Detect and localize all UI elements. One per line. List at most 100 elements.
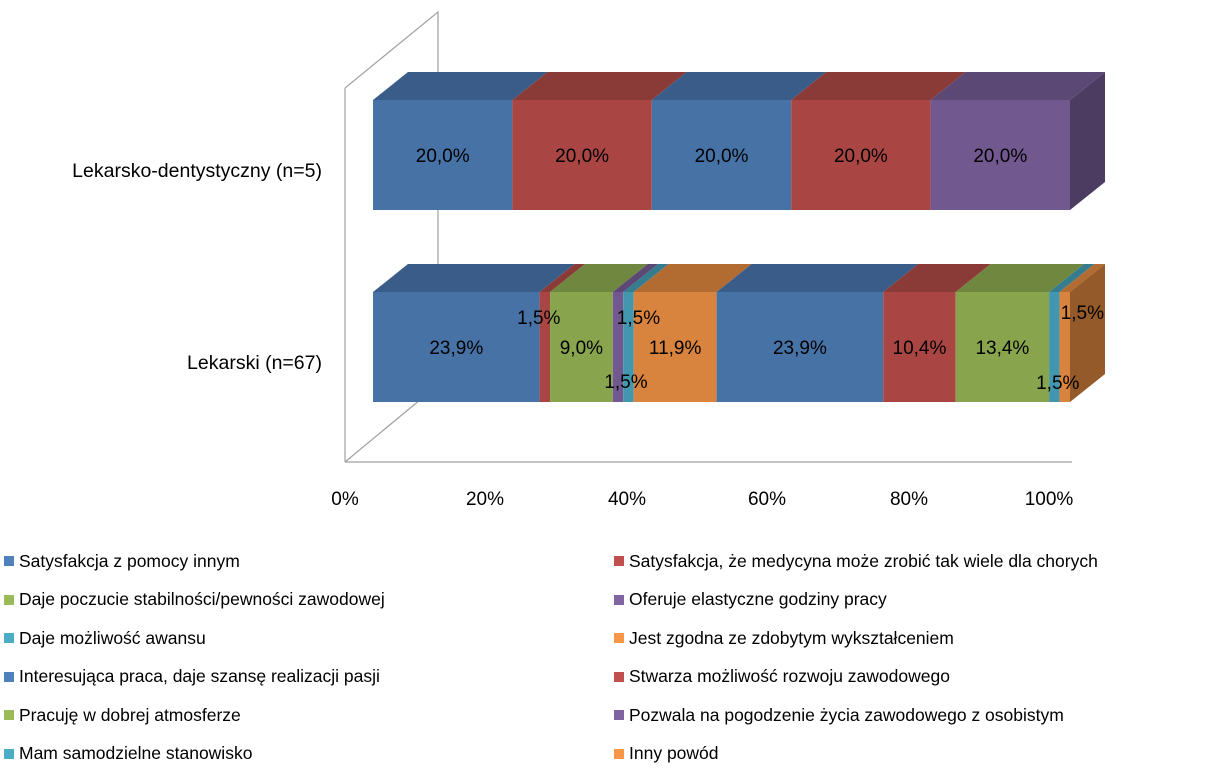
bar-top-face (373, 72, 548, 100)
legend-label: Inny powód (629, 743, 719, 763)
legend-item: Satysfakcja, że medycyna może zrobić tak… (614, 546, 1098, 576)
legend-label: Daje poczucie stabilności/pewności zawod… (19, 589, 385, 609)
x-tick-label: 80% (890, 489, 928, 510)
data-label: 1,5% (517, 308, 560, 329)
data-label: 11,9% (649, 338, 702, 359)
bar-segment (883, 292, 956, 402)
x-tick-label: 0% (331, 489, 359, 510)
legend-swatch (614, 633, 624, 643)
legend-label: Pracuję w dobrej atmosferze (19, 704, 241, 725)
bar-segment (791, 100, 931, 210)
legend-item: Daje poczucie stabilności/pewności zawod… (4, 585, 385, 615)
bar-top-face (955, 264, 1085, 292)
data-label: 20,0% (555, 146, 609, 167)
legend-label: Satysfakcja z pomocy innym (19, 550, 240, 571)
legend-label: Jest zgodna ze zdobytym wykształceniem (629, 627, 954, 648)
bar-top-face (883, 264, 991, 292)
bar-segment (930, 100, 1070, 210)
data-label: 13,4% (975, 338, 1029, 359)
legend-swatch (614, 556, 624, 566)
bar-segment (633, 292, 717, 402)
legend-label: Daje możliwość awansu (19, 627, 206, 648)
x-tick-label: 20% (466, 489, 504, 510)
bar-top-face (716, 264, 919, 292)
bar-side-face (1070, 72, 1105, 210)
axis-ticks: 0% 20% 40% 60% 80% 100% Lekarsko-dentystyczny … (72, 160, 1073, 510)
bar-segment (1059, 292, 1070, 402)
legend-swatch (4, 671, 14, 682)
x-tick-label: 60% (748, 489, 786, 510)
legend-item: Jest zgodna ze zdobytym wykształceniem (614, 623, 954, 653)
legend-item: Pracuję w dobrej atmosferze (4, 700, 241, 730)
legend-item: Oferuje elastyczne godziny pracy (614, 585, 887, 615)
bar-segment (955, 292, 1050, 402)
category-label: Lekarski (n=67) (187, 352, 322, 374)
legend-label: Stwarza możliwość rozwoju zawodowego (629, 666, 950, 686)
bar-row (373, 72, 1105, 210)
bars (373, 72, 1105, 402)
legend-label: Interesująca praca, daje szansę realizac… (19, 666, 380, 686)
bar-top-face (539, 264, 586, 292)
bar-segment (550, 292, 613, 402)
legend-swatch (4, 748, 14, 759)
data-label: 9,0% (560, 338, 603, 359)
category-label: Lekarsko-dentystyczny (n=5) (72, 160, 322, 182)
axes (344, 10, 1072, 463)
data-label: 1,5% (1061, 303, 1104, 324)
legend-label: Pozwala na pogodzenie życia zawodowego z… (629, 704, 1064, 725)
data-label: 20,0% (834, 146, 888, 167)
data-label: 1,5% (1036, 373, 1079, 394)
legend-swatch (4, 633, 14, 643)
bar-segment (539, 292, 551, 402)
legend-swatch (614, 748, 624, 759)
legend-swatch (614, 710, 624, 720)
data-label: 20,0% (695, 146, 749, 167)
data-label: 20,0% (973, 146, 1027, 167)
data-label: 20,0% (416, 146, 470, 167)
legend-item: Daje możliwość awansu (4, 623, 206, 653)
bar-top-face (550, 264, 648, 292)
bar-segment (373, 100, 513, 210)
bar-segment (716, 292, 884, 402)
data-label: 23,9% (429, 338, 483, 359)
x-tick-label: 100% (1025, 489, 1074, 510)
legend-swatch (614, 671, 624, 682)
data-labels: 20,0% 20,0% 20,0% 20,0% 20,0%23,9%1,5%9,0%1,… (416, 146, 1104, 394)
bar-segment (623, 292, 634, 402)
bar-top-face (1059, 264, 1105, 292)
bar-side-face (1070, 264, 1105, 402)
bar-segment (651, 100, 792, 210)
data-label: 23,9% (773, 338, 827, 359)
bar-top-face (512, 72, 687, 100)
bar-segment (1049, 292, 1060, 402)
data-label: 10,4% (893, 338, 947, 359)
legend: Satysfakcja z pomocy innym Satysfakcja, ż… (0, 540, 1208, 771)
bar-segment (373, 292, 540, 402)
bar-top-face (612, 264, 659, 292)
bar-top-face (633, 264, 752, 292)
data-label: 1,5% (617, 308, 660, 329)
legend-item: Stwarza możliwość rozwoju zawodowego (614, 662, 950, 692)
bar-top-face (623, 264, 669, 292)
legend-item: Interesująca praca, daje szansę realizac… (4, 662, 380, 692)
bar-row (373, 264, 1105, 402)
bar-segment (512, 100, 652, 210)
data-label: 1,5% (604, 372, 647, 393)
legend-swatch (4, 556, 14, 566)
bar-top-face (373, 264, 575, 292)
x-tick-label: 40% (608, 489, 646, 510)
bar-segment (612, 292, 624, 402)
legend-item: Pozwala na pogodzenie życia zawodowego z… (614, 700, 1064, 730)
legend-item: Inny powód (614, 739, 719, 769)
legend-label: Mam samodzielne stanowisko (19, 743, 253, 763)
back-wall-line (344, 10, 439, 385)
legend-item: Mam samodzielne stanowisko (4, 739, 252, 769)
legend-swatch (614, 594, 624, 605)
bar-top-face (791, 72, 966, 100)
bar-top-face (651, 72, 827, 100)
legend-label: Satysfakcja, że medycyna może zrobić tak… (629, 550, 1098, 571)
legend-item: Satysfakcja z pomocy innym (4, 546, 240, 576)
legend-swatch (4, 710, 14, 720)
bar-top-face (1049, 264, 1095, 292)
